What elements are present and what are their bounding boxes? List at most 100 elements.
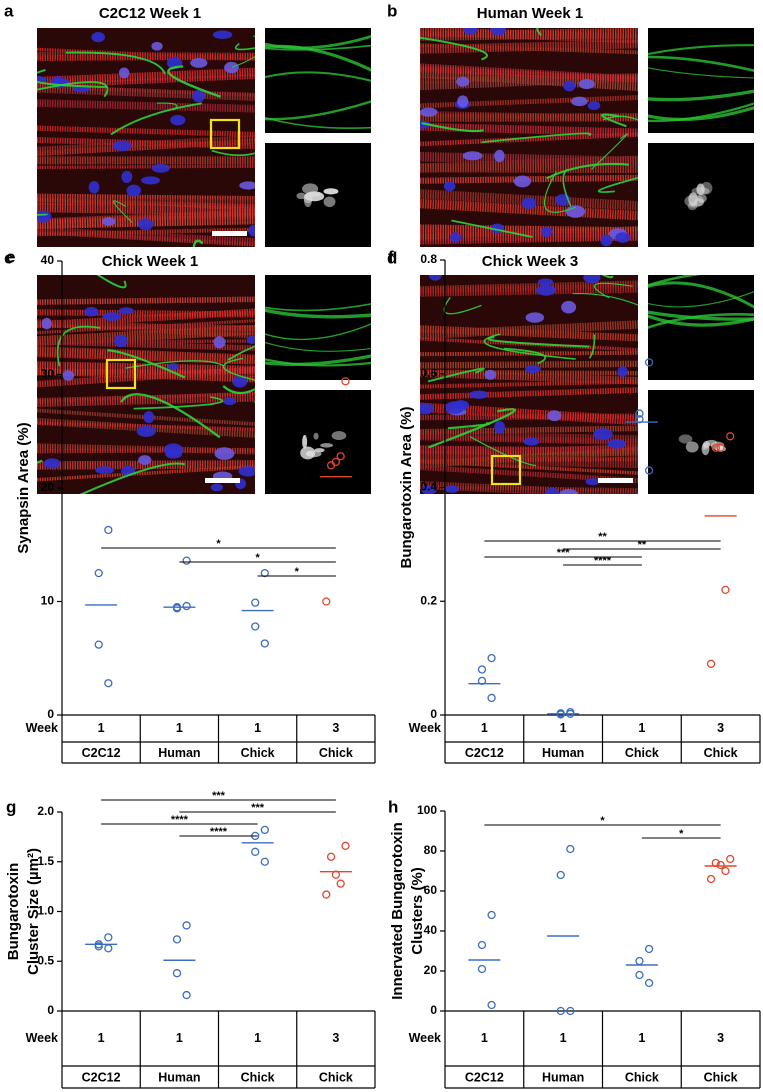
fiber <box>37 392 255 408</box>
neurite <box>469 436 537 467</box>
nucleus <box>587 101 601 111</box>
fiber <box>37 361 255 375</box>
category-label: Chick <box>704 746 738 760</box>
nucleus <box>420 107 438 117</box>
neurite <box>420 36 488 61</box>
week-value: 1 <box>98 1031 105 1045</box>
data-point <box>94 942 103 951</box>
data-point <box>726 432 735 441</box>
fiber <box>420 379 638 389</box>
data-point <box>341 377 350 386</box>
inset-neurite <box>648 313 754 329</box>
week-value: 3 <box>332 721 339 735</box>
fiber <box>420 360 638 369</box>
data-point <box>104 944 113 953</box>
nucleus <box>525 312 545 323</box>
data-point <box>644 358 654 367</box>
y-tick-label: 0 <box>430 707 437 721</box>
nucleus <box>223 397 236 406</box>
nucleus <box>126 184 142 197</box>
btx-blob <box>313 432 319 440</box>
category-label: C2C12 <box>465 746 504 760</box>
data-point <box>487 910 496 920</box>
data-point <box>566 1006 575 1016</box>
category-label: C2C12 <box>82 1070 121 1084</box>
fiber <box>420 39 638 54</box>
neurite <box>588 334 596 359</box>
panel-letter: e <box>6 247 15 266</box>
nucleus <box>494 420 506 434</box>
fiber <box>37 164 255 170</box>
neurite <box>156 102 178 111</box>
scale-bar <box>212 231 247 236</box>
data-point <box>635 409 644 418</box>
nucleus <box>421 485 437 494</box>
neurite <box>591 133 628 170</box>
inset-synapsin <box>265 275 371 380</box>
nucleus <box>521 197 537 210</box>
panel-letter: d <box>387 248 397 267</box>
btx-blob <box>696 183 705 196</box>
fiber <box>420 336 638 352</box>
data-point <box>477 665 487 674</box>
nucleus <box>593 428 613 441</box>
inset-neurite <box>648 44 754 56</box>
week-value: 1 <box>176 721 183 735</box>
neurite <box>451 219 533 238</box>
y-tick-label: 30 <box>41 367 55 381</box>
significance-label: ** <box>638 539 647 551</box>
nucleus <box>615 232 631 243</box>
data-point <box>556 1006 565 1016</box>
data-point <box>172 604 182 613</box>
neurite <box>37 81 109 98</box>
data-point <box>716 443 725 452</box>
data-point <box>726 854 735 864</box>
category-label: Chick <box>319 1070 353 1084</box>
nucleus <box>213 336 226 349</box>
fiber <box>420 95 638 109</box>
nucleus <box>457 95 469 108</box>
data-point <box>322 890 331 899</box>
inset-synapsin <box>648 28 754 133</box>
nucleus <box>248 224 255 237</box>
inset-neurite <box>265 44 371 72</box>
inset-btx <box>265 390 371 494</box>
nucleus <box>238 466 255 477</box>
data-point <box>477 940 487 950</box>
data-point <box>635 970 644 980</box>
data-point <box>260 568 269 578</box>
significance-label: *** <box>212 790 226 802</box>
week-value: 1 <box>560 721 567 735</box>
category-label: Chick <box>319 746 353 760</box>
fiber <box>420 227 638 239</box>
neurite <box>113 200 133 223</box>
scale-bar <box>205 478 240 483</box>
neurite <box>192 239 204 247</box>
panel-title: Chick Week 1 <box>102 253 198 270</box>
btx-blob <box>323 188 339 195</box>
nucleus <box>559 489 579 494</box>
data-point <box>94 640 103 649</box>
neurite <box>562 168 572 207</box>
neurite <box>222 357 255 381</box>
data-point <box>566 844 575 854</box>
neurite <box>487 336 590 348</box>
nucleus <box>462 151 483 161</box>
panel-title: Chick Week 3 <box>482 253 578 270</box>
nucleus <box>190 57 208 68</box>
neurite <box>222 385 255 395</box>
data-point <box>104 525 113 535</box>
nucleus <box>444 401 465 414</box>
nucleus <box>163 443 183 457</box>
fiber <box>37 135 255 152</box>
y-tick-label: 0 <box>47 1003 54 1017</box>
week-value: 1 <box>638 1031 645 1045</box>
scale-bar <box>598 478 633 483</box>
nucleus <box>62 370 75 381</box>
category-label: Human <box>158 1070 200 1084</box>
neurite <box>543 171 576 213</box>
neurite <box>96 275 127 289</box>
week-value: 1 <box>481 721 488 735</box>
zoom-box <box>209 118 241 150</box>
nucleus <box>420 403 434 415</box>
